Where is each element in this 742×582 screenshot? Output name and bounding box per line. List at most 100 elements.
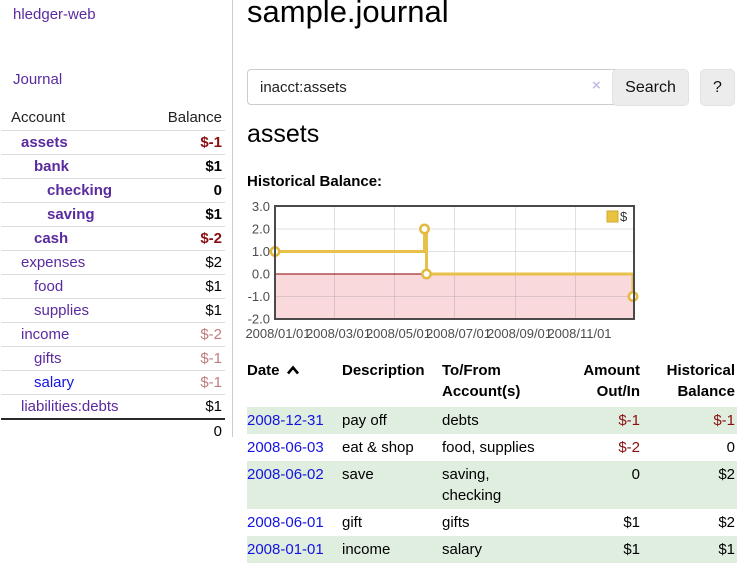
svg-text:-1.0: -1.0 — [248, 289, 270, 304]
account-link-income[interactable]: income — [21, 326, 70, 343]
svg-text:1.0: 1.0 — [252, 244, 270, 259]
account-balance: $1 — [144, 154, 225, 179]
svg-text:-2.0: -2.0 — [248, 312, 270, 327]
x-axis-labels: 2008/01/01 2008/03/01 2008/05/01 2008/07… — [245, 326, 611, 341]
account-link-supplies[interactable]: supplies — [34, 302, 90, 319]
chart-canvas: $ 3.0 2.0 1.0 0.0 -1.0 -2.0 2008/01/01 2… — [245, 199, 639, 341]
transaction-accounts: salary — [442, 541, 483, 558]
account-link-food[interactable]: food — [34, 278, 64, 295]
help-button[interactable]: ? — [700, 69, 735, 106]
svg-text:2008/03/01: 2008/03/01 — [306, 326, 371, 341]
transaction-date-link[interactable]: 2008-12-31 — [247, 412, 324, 429]
transaction-balance: $1 — [718, 541, 735, 558]
svg-text:2.0: 2.0 — [252, 222, 270, 237]
account-balance: $1 — [144, 298, 225, 323]
account-link-liabilities-debts[interactable]: liabilities:debts — [21, 398, 119, 415]
svg-text:2008/07/01: 2008/07/01 — [426, 326, 491, 341]
transaction-balance: $2 — [718, 466, 735, 483]
transaction-accounts: saving, checking — [442, 466, 502, 504]
svg-text:2008/01/01: 2008/01/01 — [245, 326, 310, 341]
legend-label: $ — [620, 209, 628, 224]
data-point-markers — [269, 223, 639, 302]
transaction-accounts: debts — [442, 412, 479, 429]
register-header-amount: Amount Out/In — [583, 362, 640, 400]
account-balance: $-2 — [144, 226, 225, 251]
account-link-saving[interactable]: saving — [47, 206, 95, 223]
gridlines — [276, 207, 633, 318]
register-header-row: Date Description To/From Account(s) Amou… — [247, 358, 737, 407]
transaction-balance: 0 — [726, 439, 735, 456]
search-input[interactable] — [247, 69, 631, 105]
transaction-row: 2008-12-31 pay off debts $-1 $-1 — [247, 407, 737, 434]
transaction-accounts: food, supplies — [442, 439, 535, 456]
transaction-amount: 0 — [631, 466, 640, 483]
transaction-date-link[interactable]: 2008-01-01 — [247, 541, 324, 558]
account-link-gifts[interactable]: gifts — [34, 350, 62, 367]
transaction-date-link[interactable]: 2008-06-01 — [247, 514, 324, 531]
register-table: Date Description To/From Account(s) Amou… — [247, 358, 737, 563]
app-brand-link[interactable]: hledger-web — [13, 6, 96, 23]
transaction-amount: $-2 — [618, 439, 640, 456]
account-link-salary[interactable]: salary — [34, 374, 75, 391]
account-balance: $-1 — [144, 370, 225, 395]
transaction-description: pay off — [342, 412, 387, 429]
account-balance: $-1 — [144, 346, 225, 371]
transaction-amount: $1 — [623, 541, 640, 558]
search-button[interactable]: Search — [612, 69, 689, 106]
account-balance: $1 — [144, 202, 225, 227]
chart-title: Historical Balance: — [247, 173, 383, 190]
register-header-date[interactable]: Date — [247, 358, 342, 407]
svg-text:2008/09/01: 2008/09/01 — [487, 326, 552, 341]
account-balance: $1 — [144, 274, 225, 299]
account-row: assets $-1 — [1, 130, 225, 155]
accounts-header-balance: Balance — [167, 109, 222, 126]
negative-region — [276, 274, 633, 318]
account-heading: assets — [247, 120, 320, 148]
svg-text:2008/11/01: 2008/11/01 — [547, 326, 611, 341]
transaction-date-link[interactable]: 2008-06-03 — [247, 439, 324, 456]
chart-legend: $ — [606, 209, 628, 224]
account-row: supplies $1 — [1, 298, 225, 323]
transaction-row: 2008-06-02 save saving, checking 0 $2 — [247, 461, 737, 509]
transaction-description: eat & shop — [342, 439, 414, 456]
transaction-row: 2008-06-03 eat & shop food, supplies $-2… — [247, 434, 737, 461]
account-row: liabilities:debts $1 — [1, 394, 225, 419]
accounts-total-row: 0 — [1, 418, 225, 443]
svg-text:3.0: 3.0 — [252, 199, 270, 214]
account-row: gifts $-1 — [1, 346, 225, 371]
account-link-expenses[interactable]: expenses — [21, 254, 86, 271]
account-row: cash $-2 — [1, 226, 225, 251]
account-row: income $-2 — [1, 322, 225, 347]
transaction-balance: $-1 — [713, 412, 735, 429]
transaction-accounts: gifts — [442, 514, 470, 531]
transaction-description: save — [342, 466, 374, 483]
accounts-total-value: 0 — [144, 418, 225, 443]
account-row: bank $1 — [1, 154, 225, 179]
account-row: saving $1 — [1, 202, 225, 227]
accounts-header-account: Account — [11, 109, 66, 126]
account-link-bank[interactable]: bank — [34, 158, 70, 175]
svg-text:2008/05/01: 2008/05/01 — [366, 326, 431, 341]
accounts-table: Account Balance assets $-1 bank $1 checkin… — [1, 106, 225, 443]
register-header-balance: Historical Balance — [666, 362, 735, 400]
account-link-cash[interactable]: cash — [34, 230, 69, 247]
transaction-date-link[interactable]: 2008-06-02 — [247, 466, 324, 483]
clear-search-icon[interactable]: × — [592, 77, 601, 94]
transaction-balance: $2 — [718, 514, 735, 531]
account-link-assets[interactable]: assets — [21, 134, 68, 151]
transaction-description: income — [342, 541, 391, 558]
register-header-description: Description — [342, 362, 425, 379]
transaction-row: 2008-01-01 income salary $1 $1 — [247, 536, 737, 563]
transaction-amount: $1 — [623, 514, 640, 531]
sidebar-item-journal[interactable]: Journal — [13, 71, 63, 88]
plot-border — [274, 205, 635, 320]
account-balance: $1 — [144, 394, 225, 419]
register-header-accounts: To/From Account(s) — [442, 362, 521, 400]
legend-swatch — [606, 210, 619, 223]
sidebar: hledger-web Journal Account Balance asse… — [0, 0, 233, 443]
sort-ascending-icon — [286, 360, 300, 381]
svg-text:0.0: 0.0 — [252, 267, 270, 282]
account-row: checking 0 — [1, 178, 225, 203]
account-balance: 0 — [144, 178, 225, 203]
account-link-checking[interactable]: checking — [47, 182, 113, 199]
